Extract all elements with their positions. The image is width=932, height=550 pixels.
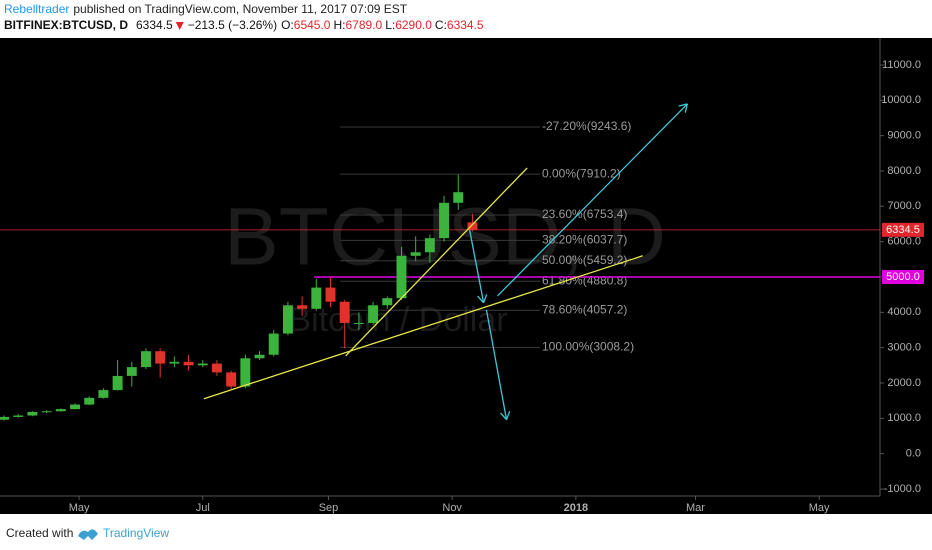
footer-created: Created with [6, 526, 73, 540]
candle-body [55, 409, 66, 412]
trendline [203, 255, 643, 400]
candle-body [41, 411, 52, 413]
candle-body [226, 372, 237, 387]
candle-body [141, 351, 151, 368]
arrow-head [500, 411, 511, 421]
candle-body [311, 287, 322, 309]
y-tick-label: 11000.0 [882, 59, 921, 71]
ohlc-label: C: [435, 18, 447, 32]
x-tick-label: Mar [686, 502, 705, 514]
arrow-head [477, 294, 488, 304]
y-tick-label: 6000.0 [887, 236, 921, 248]
arrow-head [678, 103, 689, 113]
candle-body [282, 305, 293, 334]
watermark-sub: Bitcoin / Dollar [288, 301, 507, 339]
chart-bg [0, 38, 932, 514]
y-tick-label: 10000.0 [881, 94, 921, 106]
candle-body [410, 252, 421, 256]
candle-body [424, 238, 435, 253]
candle-body [197, 363, 208, 366]
candle-body [98, 390, 109, 398]
price-tag-label: 5000.0 [886, 271, 920, 283]
price-tag [882, 222, 924, 237]
y-tick-label: 9000.0 [887, 130, 921, 142]
ohlc-value: 6789.0 [345, 18, 382, 32]
candle-body [467, 222, 478, 230]
candle-body [439, 202, 450, 239]
candle-body [297, 305, 308, 309]
candle-body [382, 298, 393, 306]
price-tag-label: 6334.5 [886, 224, 920, 236]
arrow [485, 309, 508, 420]
symbol: BITFINEX:BTCUSD, D [4, 18, 128, 32]
y-tick-label: 1000.0 [887, 412, 921, 424]
candle-body [183, 361, 194, 366]
candle-body [112, 375, 123, 391]
candle-body [27, 411, 38, 416]
footer-brand: TradingView [103, 526, 169, 540]
candle-body [155, 351, 166, 364]
arrow [497, 103, 688, 297]
candle-body [254, 354, 265, 359]
fib-label: 61.80%(4880.8) [542, 273, 627, 287]
candle-body [211, 363, 222, 373]
ohlc-value: 6545.0 [294, 18, 331, 32]
y-tick-label: 2000.0 [887, 377, 921, 389]
x-tick-label: 2018 [564, 502, 588, 514]
candle-body [268, 333, 279, 355]
candle-body [13, 415, 24, 417]
fib-label: -27.20%(9243.6) [542, 119, 631, 133]
fib-label: 23.60%(6753.4) [542, 207, 627, 221]
fib-label: 78.60%(4057.2) [542, 302, 627, 316]
y-tick-label: 4000.0 [887, 306, 921, 318]
last-price: 6334.5 [136, 18, 173, 32]
candle-body [240, 358, 251, 387]
candle-body [339, 301, 350, 323]
ohlc-label: H: [333, 18, 345, 32]
author: Rebelltrader [4, 2, 69, 16]
fib-label: 50.00%(5459.2) [542, 253, 627, 267]
fib-label: 0.00%(7910.2) [542, 166, 621, 180]
x-tick-label: Jul [196, 502, 210, 514]
x-tick-label: Nov [442, 502, 462, 514]
price-tag [882, 270, 924, 284]
candle-body [453, 192, 464, 203]
arrow [468, 229, 485, 303]
x-tick-label: Sep [319, 502, 339, 514]
fib-label: 38.20%(6037.7) [542, 233, 627, 247]
candle-body [396, 255, 407, 299]
x-tick-label: May [69, 502, 90, 514]
down-triangle [175, 22, 184, 30]
y-tick-label: 7000.0 [887, 200, 921, 212]
published: published on TradingView.com, November 1… [73, 2, 407, 16]
ohlc-label: O: [281, 18, 294, 32]
change: −213.5 (−3.26%) [188, 18, 277, 32]
candle-body [0, 416, 10, 420]
y-tick-label: 8000.0 [887, 165, 921, 177]
candle-body [353, 322, 364, 324]
candle-body [325, 287, 336, 302]
brand-logo [78, 529, 98, 540]
ohlc-value: 6334.5 [447, 18, 484, 32]
fib-label: 100.00%(3008.2) [542, 340, 634, 354]
trendline [345, 167, 528, 357]
candle-body [169, 361, 180, 364]
x-tick-label: May [809, 502, 830, 514]
ohlc-label: L: [385, 18, 395, 32]
candle-body [368, 305, 379, 323]
candle-body [126, 367, 137, 376]
y-tick-label: -1000.0 [884, 483, 921, 495]
y-tick-label: 0.0 [906, 448, 921, 460]
candle-body [70, 404, 80, 410]
ohlc-value: 6290.0 [395, 18, 432, 32]
y-tick-label: 3000.0 [887, 342, 921, 354]
candle-body [84, 397, 95, 405]
